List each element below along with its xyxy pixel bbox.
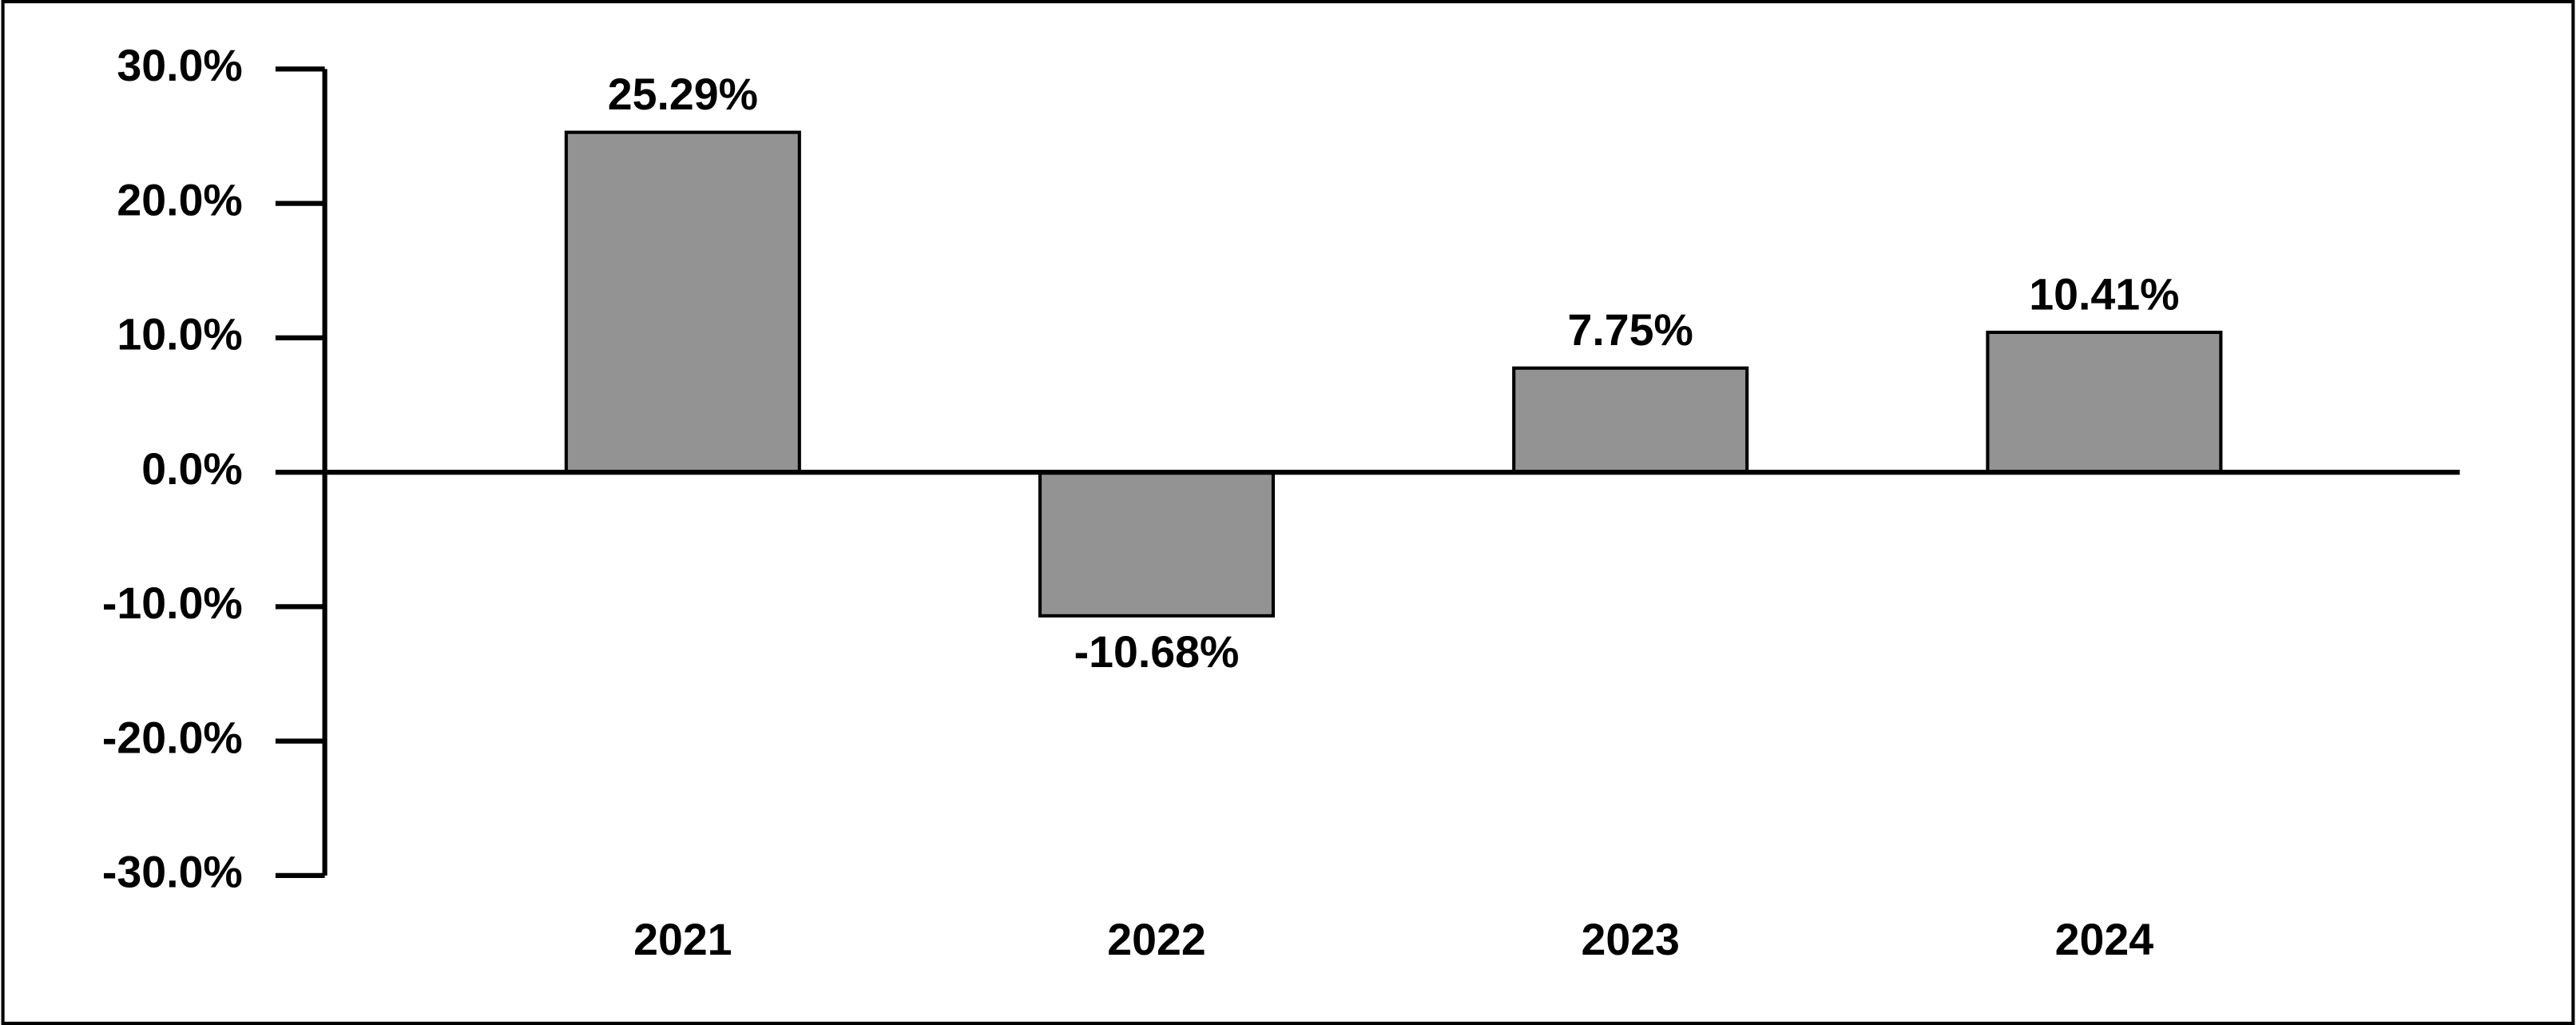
y-tick-label: 20.0% <box>117 175 242 224</box>
y-tick-label: 0.0% <box>141 444 243 494</box>
value-label: 25.29% <box>608 70 758 119</box>
bar <box>1986 330 2223 475</box>
y-tick-label: -30.0% <box>102 848 243 897</box>
x-tick-label: 2021 <box>633 915 732 964</box>
y-tick-label: 30.0% <box>117 41 242 90</box>
x-tick-label: 2024 <box>2055 915 2154 964</box>
bar <box>1038 471 1276 618</box>
value-label: -10.68% <box>1074 627 1240 677</box>
value-label: 10.41% <box>2029 269 2179 319</box>
y-tick-label: -10.0% <box>102 578 243 628</box>
y-tick-label: 10.0% <box>117 310 242 360</box>
y-tick-label: -20.0% <box>102 713 243 762</box>
bar <box>564 130 801 475</box>
x-tick-label: 2023 <box>1581 915 1679 964</box>
bar <box>1512 366 1749 475</box>
value-label: 7.75% <box>1568 305 1693 355</box>
x-tick-label: 2022 <box>1107 915 1205 964</box>
